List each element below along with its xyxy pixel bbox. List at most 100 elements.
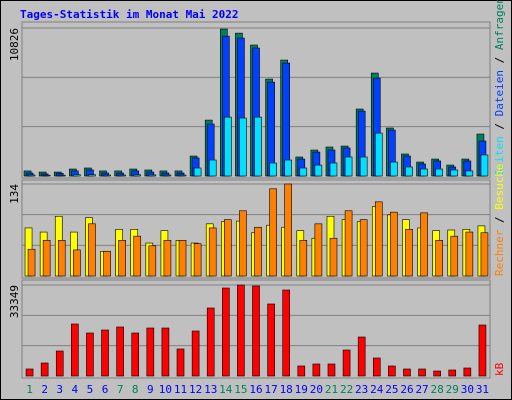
- bar: [342, 349, 351, 377]
- x-tick-label: 23: [355, 383, 368, 396]
- x-tick-label: 30: [461, 383, 474, 396]
- bar: [116, 326, 124, 377]
- bar: [40, 362, 49, 377]
- legend-entry: kB: [493, 362, 506, 376]
- bar: [327, 363, 336, 377]
- bar: [478, 324, 487, 377]
- bar: [193, 243, 202, 277]
- bar: [55, 350, 64, 377]
- bar: [344, 156, 353, 177]
- bar: [148, 245, 157, 277]
- legend-entry: Besuche: [493, 163, 506, 209]
- legend-separator: /: [493, 116, 506, 136]
- bar: [448, 369, 457, 377]
- bar: [403, 368, 411, 377]
- x-tick-label: 25: [385, 383, 398, 396]
- legend-entry: Rechner: [493, 229, 506, 276]
- bar: [372, 357, 381, 377]
- bar: [357, 336, 366, 377]
- y-tick-label: 10826: [8, 28, 21, 61]
- bar: [284, 183, 292, 277]
- bar: [359, 156, 368, 177]
- x-tick-label: 16: [249, 383, 262, 396]
- bar: [73, 174, 81, 177]
- bar: [57, 239, 66, 277]
- bar: [86, 332, 94, 377]
- x-tick-label: 24: [370, 383, 384, 396]
- bar: [101, 329, 109, 377]
- x-tick-label: 29: [446, 383, 459, 396]
- bar: [118, 174, 126, 177]
- bar: [463, 367, 472, 377]
- x-tick-label: 26: [400, 383, 413, 396]
- bar: [299, 239, 308, 277]
- bar: [237, 284, 245, 377]
- x-tick-label: 28: [431, 383, 444, 396]
- bar: [252, 285, 260, 377]
- x-tick-label: 3: [56, 383, 63, 396]
- bar: [193, 167, 202, 177]
- bar: [27, 174, 36, 177]
- bar: [450, 235, 459, 277]
- bar: [420, 212, 428, 277]
- bar: [27, 248, 36, 277]
- bar: [25, 368, 34, 377]
- x-tick-label: 10: [159, 383, 172, 396]
- bar: [161, 327, 170, 377]
- y-tick-label: 33349: [8, 285, 21, 318]
- legend-entry: Anfragen: [493, 0, 506, 50]
- bar: [359, 219, 368, 277]
- bar: [73, 249, 81, 277]
- bar: [88, 174, 96, 177]
- bar: [435, 168, 443, 177]
- bar: [297, 365, 306, 377]
- legend-separator: /: [493, 210, 506, 230]
- x-tick-label: 7: [117, 383, 124, 396]
- bar: [191, 330, 200, 377]
- bar: [329, 162, 338, 177]
- bar: [208, 227, 217, 277]
- bar: [344, 210, 353, 277]
- bar: [282, 62, 290, 177]
- bar: [103, 250, 111, 277]
- bar: [254, 116, 262, 177]
- x-tick-label: 14: [219, 383, 233, 396]
- legend-entry: Dateien: [493, 70, 506, 116]
- bar: [388, 365, 396, 377]
- bar: [314, 164, 323, 177]
- bar: [390, 211, 398, 277]
- x-tick-label: 22: [340, 383, 353, 396]
- bar: [224, 219, 232, 277]
- x-tick-label: 12: [189, 383, 202, 396]
- bar: [374, 132, 383, 177]
- bar: [42, 174, 51, 177]
- bar: [146, 327, 155, 377]
- x-tick-label: 6: [102, 383, 109, 396]
- bar: [208, 159, 217, 177]
- bar: [299, 167, 308, 177]
- bar: [390, 161, 398, 177]
- bar: [178, 239, 187, 277]
- bar: [148, 174, 157, 177]
- x-tick-label: 19: [295, 383, 308, 396]
- bar: [269, 188, 277, 277]
- bar: [420, 168, 428, 177]
- bar: [284, 159, 292, 177]
- bar: [314, 223, 323, 277]
- x-tick-label: 4: [72, 383, 79, 396]
- x-tick-label: 5: [87, 383, 94, 396]
- bar: [163, 239, 172, 277]
- x-tick-label: 20: [310, 383, 323, 396]
- bar: [71, 323, 79, 377]
- x-tick-label: 13: [204, 383, 217, 396]
- x-tick-label: 2: [41, 383, 48, 396]
- x-tick-label: 17: [264, 383, 277, 396]
- bar: [405, 229, 413, 277]
- bar: [480, 232, 489, 277]
- x-tick-label: 15: [234, 383, 247, 396]
- bar: [418, 368, 426, 377]
- x-tick-label: 21: [325, 383, 338, 396]
- x-tick-label: 9: [147, 383, 154, 396]
- bar: [163, 174, 172, 177]
